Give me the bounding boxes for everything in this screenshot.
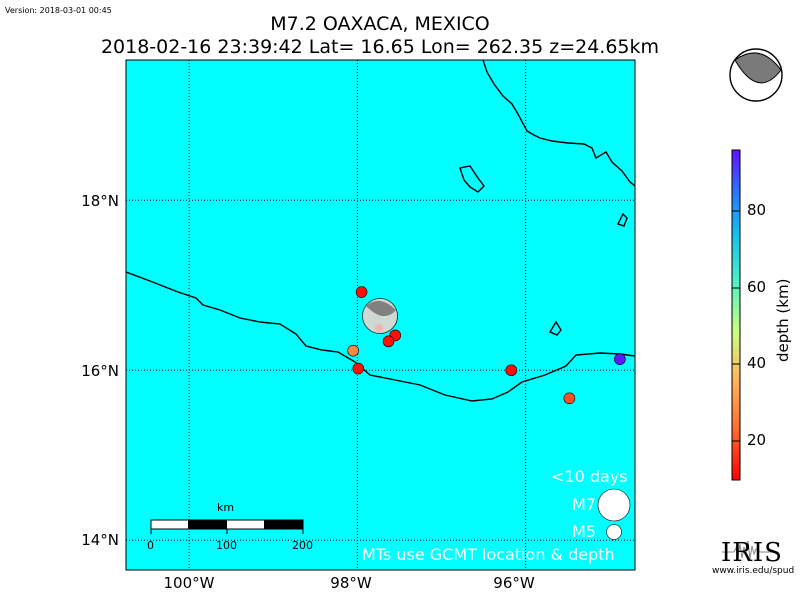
scalebar-label-100: 100: [216, 539, 237, 552]
earthquake-marker: [614, 353, 626, 366]
scalebar-unit: km: [217, 501, 235, 514]
graticule: [126, 60, 635, 570]
map-frame: [125, 59, 636, 571]
earthquake-marker: [352, 362, 365, 375]
earthquake-marker: [347, 344, 359, 357]
mainshock-beachball: [362, 298, 398, 334]
legend-m7-label: M7: [572, 495, 596, 514]
legend-m5-label: M5: [572, 522, 596, 541]
event-info-subtitle: 2018-02-16 23:39:42 Lat= 16.65 Lon= 262.…: [100, 36, 660, 58]
legend-m7-circle: [597, 488, 631, 522]
earthquake-marker: [563, 392, 576, 405]
colorbar-tick-40: 40: [747, 354, 767, 372]
scalebar-label-0: 0: [147, 539, 154, 552]
scale-bar: [150, 519, 304, 534]
lon-label-96w: 96°W: [493, 574, 535, 592]
legend-title: <10 days: [551, 467, 628, 486]
lon-label-100w: 100°W: [163, 574, 215, 592]
lat-label-18: 18°N: [81, 192, 119, 210]
lon-label-98w: 98°W: [330, 574, 372, 592]
focal-mechanism-beachball: [729, 48, 783, 102]
version-label: Version: 2018-03-01 00:45: [5, 6, 112, 15]
earthquake-events: [347, 286, 626, 405]
iris-logo: IRIS www.iris.edu/spud: [712, 538, 795, 576]
lat-label-14: 14°N: [81, 531, 119, 549]
scalebar-label-200: 200: [292, 539, 313, 552]
legend-m5-circle: [606, 524, 622, 540]
colorbar-tick-80: 80: [747, 201, 767, 219]
depth-colorbar: [731, 149, 741, 481]
iris-logo-url: www.iris.edu/spud: [712, 566, 795, 576]
earthquake-marker: [355, 286, 368, 298]
iris-logo-name: IRIS: [721, 538, 783, 568]
colorbar-tick-20: 20: [747, 431, 767, 449]
iris-seismogram-logo: [722, 540, 772, 560]
map-title: M7.2 OAXACA, MEXICO: [270, 13, 490, 35]
earthquake-marker: [382, 335, 395, 348]
colorbar-ticks: [732, 210, 740, 442]
earthquake-marker: [505, 364, 518, 377]
lat-label-16: 16°N: [81, 362, 119, 380]
mt-location-note: MTs use GCMT location & depth: [362, 545, 615, 564]
colorbar-tick-60: 60: [747, 278, 767, 296]
colorbar-title: depth (km): [774, 278, 792, 362]
